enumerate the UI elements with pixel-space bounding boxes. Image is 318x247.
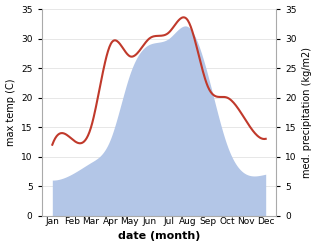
X-axis label: date (month): date (month) (118, 231, 200, 242)
Y-axis label: med. precipitation (kg/m2): med. precipitation (kg/m2) (302, 47, 313, 178)
Y-axis label: max temp (C): max temp (C) (5, 79, 16, 146)
